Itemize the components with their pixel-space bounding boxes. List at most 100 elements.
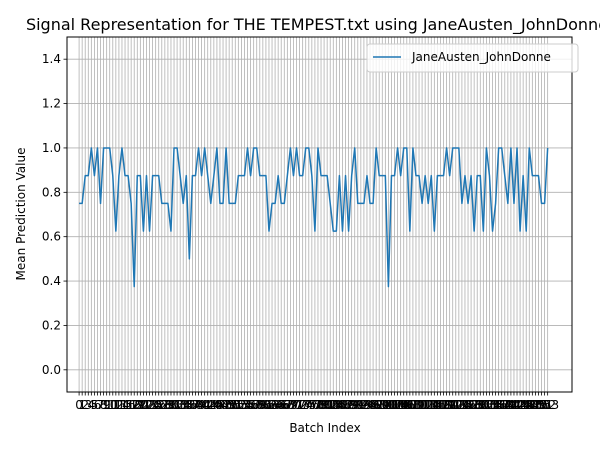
x-tick-label: 103 bbox=[383, 398, 406, 412]
x-tick-label: 22 bbox=[139, 398, 154, 412]
x-tick-label: 102 bbox=[380, 398, 403, 412]
x-tick-label: 37 bbox=[185, 398, 200, 412]
x-tick-label: 139 bbox=[493, 398, 516, 412]
x-tick-label: 114 bbox=[417, 398, 440, 412]
x-tick-label: 41 bbox=[197, 398, 212, 412]
x-tick-label: 39 bbox=[191, 398, 206, 412]
x-tick-label: 100 bbox=[374, 398, 397, 412]
x-tick-label: 94 bbox=[359, 398, 374, 412]
y-tick-label: 0.8 bbox=[42, 185, 61, 199]
x-tick-label: 133 bbox=[475, 398, 498, 412]
x-tick-label: 141 bbox=[499, 398, 522, 412]
legend-label: JaneAusten_JohnDonne bbox=[411, 50, 551, 64]
x-tick-label: 70 bbox=[286, 398, 301, 412]
x-tick-label: 105 bbox=[389, 398, 412, 412]
x-tick-label: 78 bbox=[310, 398, 325, 412]
x-tick-label: 153 bbox=[536, 398, 559, 412]
x-tick-label: 99 bbox=[375, 398, 390, 412]
x-tick-label: 125 bbox=[450, 398, 473, 412]
legend-box bbox=[366, 43, 579, 73]
x-tick-label: 51 bbox=[228, 398, 243, 412]
legend: JaneAusten_JohnDonne bbox=[366, 43, 579, 73]
x-tick-label: 121 bbox=[438, 398, 461, 412]
x-tick-label: 123 bbox=[444, 398, 467, 412]
x-tick-label: 31 bbox=[166, 398, 181, 412]
y-tick-label: 0.0 bbox=[42, 363, 61, 377]
x-tick-label: 50 bbox=[225, 398, 240, 412]
x-tick-label: 137 bbox=[487, 398, 510, 412]
x-tick-label: 126 bbox=[454, 398, 477, 412]
x-tick-label: 89 bbox=[344, 398, 359, 412]
x-tick-label: 36 bbox=[182, 398, 197, 412]
x-tick-label: 38 bbox=[188, 398, 203, 412]
x-tick-label: 12 bbox=[108, 398, 123, 412]
x-tick-label: 104 bbox=[386, 398, 409, 412]
x-tick-label: 110 bbox=[405, 398, 428, 412]
x-tick-label: 113 bbox=[414, 398, 437, 412]
x-tick-label: 82 bbox=[323, 398, 338, 412]
x-tick-label: 25 bbox=[148, 398, 163, 412]
x-tick-label: 127 bbox=[457, 398, 480, 412]
x-tick-label: 150 bbox=[527, 398, 550, 412]
x-tick-label: 149 bbox=[524, 398, 547, 412]
x-tick-label: 71 bbox=[289, 398, 304, 412]
y-axis-ticks: 0.0 0.2 0.4 0.6 0.8 1.0 1.2 1.4 bbox=[42, 52, 67, 377]
x-tick-label: 0 bbox=[75, 398, 83, 412]
x-tick-label: 19 bbox=[130, 398, 145, 412]
y-tick-label: 1.4 bbox=[42, 52, 61, 66]
x-tick-label: 29 bbox=[160, 398, 175, 412]
x-grid-lines bbox=[78, 37, 549, 392]
x-tick-label: 11 bbox=[105, 398, 120, 412]
x-tick-label: 30 bbox=[163, 398, 178, 412]
x-tick-label: 101 bbox=[377, 398, 400, 412]
x-tick-label: 3 bbox=[84, 398, 92, 412]
plot-frame bbox=[66, 36, 573, 393]
x-tick-label: 112 bbox=[411, 398, 434, 412]
y-axis-label: Mean Prediction Value bbox=[14, 148, 28, 281]
x-tick-label: 14 bbox=[114, 398, 129, 412]
x-tick-label: 109 bbox=[401, 398, 424, 412]
x-tick-label: 138 bbox=[490, 398, 513, 412]
x-tick-label: 10 bbox=[102, 398, 117, 412]
x-tick-label: 16 bbox=[120, 398, 135, 412]
x-tick-label: 62 bbox=[261, 398, 276, 412]
y-tick-label: 0.4 bbox=[42, 274, 61, 288]
x-tick-label: 79 bbox=[313, 398, 328, 412]
x-tick-label: 144 bbox=[509, 398, 532, 412]
y-tick-label: 0.6 bbox=[42, 230, 61, 244]
x-tick-label: 20 bbox=[133, 398, 148, 412]
x-tick-label: 119 bbox=[432, 398, 455, 412]
x-tick-label: 130 bbox=[466, 398, 489, 412]
x-tick-label: 57 bbox=[246, 398, 261, 412]
x-tick-label: 4 bbox=[88, 398, 96, 412]
x-tick-label: 21 bbox=[136, 398, 151, 412]
x-tick-label: 44 bbox=[206, 398, 221, 412]
x-tick-label: 55 bbox=[240, 398, 255, 412]
x-tick-label: 74 bbox=[298, 398, 313, 412]
x-tick-label: 122 bbox=[441, 398, 464, 412]
x-tick-label: 15 bbox=[117, 398, 132, 412]
x-tick-label: 7 bbox=[97, 398, 105, 412]
x-tick-label: 72 bbox=[292, 398, 307, 412]
x-tick-label: 42 bbox=[200, 398, 215, 412]
x-tick-label: 17 bbox=[124, 398, 139, 412]
x-tick-label: 9 bbox=[103, 398, 111, 412]
x-tick-label: 1 bbox=[78, 398, 86, 412]
x-tick-label: 111 bbox=[408, 398, 431, 412]
x-tick-label: 45 bbox=[209, 398, 224, 412]
x-tick-label: 28 bbox=[157, 398, 172, 412]
x-tick-label: 73 bbox=[295, 398, 310, 412]
x-tick-label: 6 bbox=[94, 398, 102, 412]
x-tick-label: 142 bbox=[503, 398, 526, 412]
x-tick-label: 58 bbox=[249, 398, 264, 412]
x-tick-label: 69 bbox=[283, 398, 298, 412]
x-tick-label: 18 bbox=[127, 398, 142, 412]
x-tick-label: 151 bbox=[530, 398, 553, 412]
x-tick-label: 34 bbox=[176, 398, 191, 412]
x-tick-label: 52 bbox=[231, 398, 246, 412]
x-tick-label: 115 bbox=[420, 398, 443, 412]
y-tick-label: 1.0 bbox=[42, 141, 61, 155]
x-tick-label: 118 bbox=[429, 398, 452, 412]
